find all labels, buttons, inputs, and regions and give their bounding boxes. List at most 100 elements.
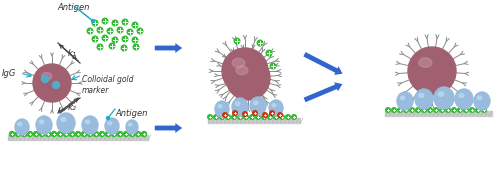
Circle shape: [112, 37, 118, 43]
Circle shape: [70, 132, 74, 137]
Circle shape: [106, 132, 110, 137]
Circle shape: [470, 108, 474, 112]
Circle shape: [92, 20, 94, 23]
Circle shape: [127, 29, 133, 35]
Circle shape: [286, 115, 290, 119]
Circle shape: [464, 108, 468, 112]
Ellipse shape: [478, 96, 482, 100]
Circle shape: [422, 108, 426, 112]
Ellipse shape: [36, 116, 52, 134]
Circle shape: [97, 27, 103, 33]
Ellipse shape: [434, 87, 454, 109]
Circle shape: [94, 132, 98, 137]
Circle shape: [244, 115, 248, 119]
Ellipse shape: [215, 101, 229, 117]
Circle shape: [46, 132, 51, 137]
Circle shape: [10, 132, 14, 137]
Circle shape: [112, 132, 116, 137]
Circle shape: [33, 64, 71, 102]
Circle shape: [97, 44, 103, 50]
Ellipse shape: [272, 104, 276, 107]
Circle shape: [58, 132, 62, 137]
Circle shape: [82, 132, 86, 137]
Circle shape: [109, 43, 115, 49]
Circle shape: [124, 132, 128, 137]
Circle shape: [278, 113, 282, 117]
Circle shape: [52, 81, 60, 89]
Circle shape: [16, 132, 20, 137]
Ellipse shape: [126, 120, 138, 134]
Circle shape: [102, 18, 108, 24]
Ellipse shape: [455, 89, 473, 109]
Circle shape: [222, 48, 268, 94]
Circle shape: [257, 40, 263, 46]
Ellipse shape: [42, 72, 52, 80]
Circle shape: [256, 115, 260, 119]
Circle shape: [386, 108, 390, 112]
Ellipse shape: [105, 118, 119, 134]
Ellipse shape: [218, 105, 222, 108]
Circle shape: [142, 132, 146, 137]
Circle shape: [440, 108, 444, 112]
Circle shape: [238, 115, 242, 119]
Circle shape: [280, 115, 284, 119]
Ellipse shape: [18, 123, 22, 126]
Ellipse shape: [419, 94, 424, 98]
Circle shape: [274, 115, 278, 119]
Circle shape: [107, 28, 113, 34]
Ellipse shape: [397, 92, 413, 110]
Ellipse shape: [128, 123, 132, 126]
Text: Antigen: Antigen: [57, 3, 90, 12]
Circle shape: [137, 28, 143, 34]
Circle shape: [130, 132, 134, 137]
Text: k₁: k₁: [68, 48, 77, 57]
Circle shape: [242, 112, 248, 116]
Ellipse shape: [250, 97, 266, 115]
Bar: [385, 111, 492, 116]
Circle shape: [40, 132, 44, 137]
Ellipse shape: [474, 92, 490, 110]
Ellipse shape: [232, 58, 245, 68]
Ellipse shape: [415, 89, 433, 109]
Circle shape: [22, 132, 26, 137]
Ellipse shape: [236, 102, 240, 106]
Circle shape: [92, 36, 98, 42]
Circle shape: [87, 28, 93, 34]
Circle shape: [234, 38, 240, 44]
Ellipse shape: [236, 66, 248, 75]
Circle shape: [112, 20, 118, 26]
Circle shape: [476, 108, 480, 112]
Circle shape: [122, 36, 128, 42]
Circle shape: [232, 111, 237, 115]
Text: k₂: k₂: [68, 104, 77, 113]
Ellipse shape: [438, 92, 444, 96]
Ellipse shape: [61, 117, 66, 122]
Circle shape: [410, 108, 414, 112]
Circle shape: [64, 132, 68, 137]
Circle shape: [121, 45, 127, 51]
Ellipse shape: [459, 94, 464, 98]
Circle shape: [408, 47, 456, 95]
Circle shape: [404, 108, 408, 112]
Circle shape: [122, 19, 128, 25]
Circle shape: [34, 132, 38, 137]
Circle shape: [226, 115, 230, 119]
Circle shape: [132, 22, 138, 28]
Circle shape: [208, 115, 212, 119]
Circle shape: [292, 115, 296, 119]
Ellipse shape: [57, 113, 75, 133]
Ellipse shape: [82, 116, 98, 134]
Circle shape: [52, 132, 57, 137]
Circle shape: [42, 76, 48, 83]
Circle shape: [398, 108, 402, 112]
Circle shape: [220, 115, 224, 119]
Circle shape: [392, 108, 396, 112]
Circle shape: [102, 35, 108, 41]
Circle shape: [266, 50, 272, 56]
Ellipse shape: [108, 122, 112, 125]
Circle shape: [458, 108, 462, 112]
Ellipse shape: [86, 120, 90, 124]
Circle shape: [232, 115, 236, 119]
Ellipse shape: [232, 98, 248, 116]
Circle shape: [92, 20, 98, 26]
